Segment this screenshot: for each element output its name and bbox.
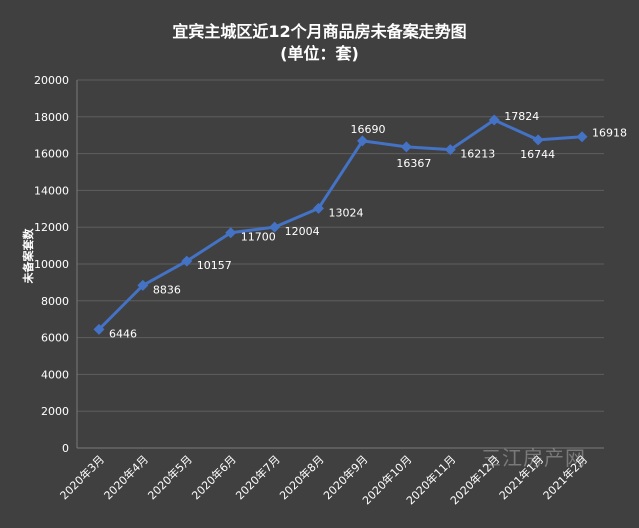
data-label: 16213 <box>460 148 495 161</box>
watermark-text: 三江房产网 <box>481 446 586 470</box>
data-label: 6446 <box>109 327 137 340</box>
data-label: 16367 <box>396 157 431 170</box>
y-tick-label: 0 <box>62 442 69 455</box>
y-tick-label: 16000 <box>34 148 69 161</box>
y-tick-label: 18000 <box>34 111 69 124</box>
data-point-marker <box>181 255 193 267</box>
data-point-marker <box>313 202 325 214</box>
data-point-marker <box>576 131 588 143</box>
data-point-marker <box>488 114 500 126</box>
data-point-marker <box>532 134 544 146</box>
data-label: 16918 <box>592 127 627 140</box>
x-tick-label: 2020年5月 <box>145 452 195 502</box>
y-tick-label: 10000 <box>34 258 69 271</box>
y-tick-label: 4000 <box>41 368 69 381</box>
x-tick-label: 2020年3月 <box>57 452 107 502</box>
data-point-marker <box>225 227 237 239</box>
y-tick-label: 8000 <box>41 295 69 308</box>
data-point-marker <box>444 144 456 156</box>
x-tick-label: 2020年7月 <box>233 452 283 502</box>
chart-subtitle: (单位：套) <box>280 44 359 63</box>
data-point-marker <box>137 279 149 291</box>
x-tick-label: 2020年8月 <box>276 452 326 502</box>
x-tick-label: 2020年6月 <box>189 452 239 502</box>
data-label: 12004 <box>285 225 320 238</box>
data-label: 17824 <box>504 110 539 123</box>
data-point-marker <box>356 135 368 147</box>
data-label: 11700 <box>241 231 276 244</box>
data-label: 13024 <box>329 206 364 219</box>
data-point-marker <box>93 323 105 335</box>
y-tick-label: 6000 <box>41 332 69 345</box>
data-label: 8836 <box>153 283 181 296</box>
y-tick-label: 12000 <box>34 221 69 234</box>
data-point-marker <box>400 141 412 153</box>
data-point-marker <box>269 221 281 233</box>
y-tick-label: 14000 <box>34 184 69 197</box>
data-label: 10157 <box>197 259 232 272</box>
series-line <box>97 118 583 331</box>
x-tick-label: 2020年4月 <box>101 452 151 502</box>
y-tick-label: 20000 <box>34 74 69 87</box>
y-tick-label: 2000 <box>41 405 69 418</box>
chart-title: 宜宾主城区近12个月商品房未备案走势图 <box>172 22 467 41</box>
data-label: 16690 <box>350 123 385 136</box>
data-label: 16744 <box>520 148 555 161</box>
